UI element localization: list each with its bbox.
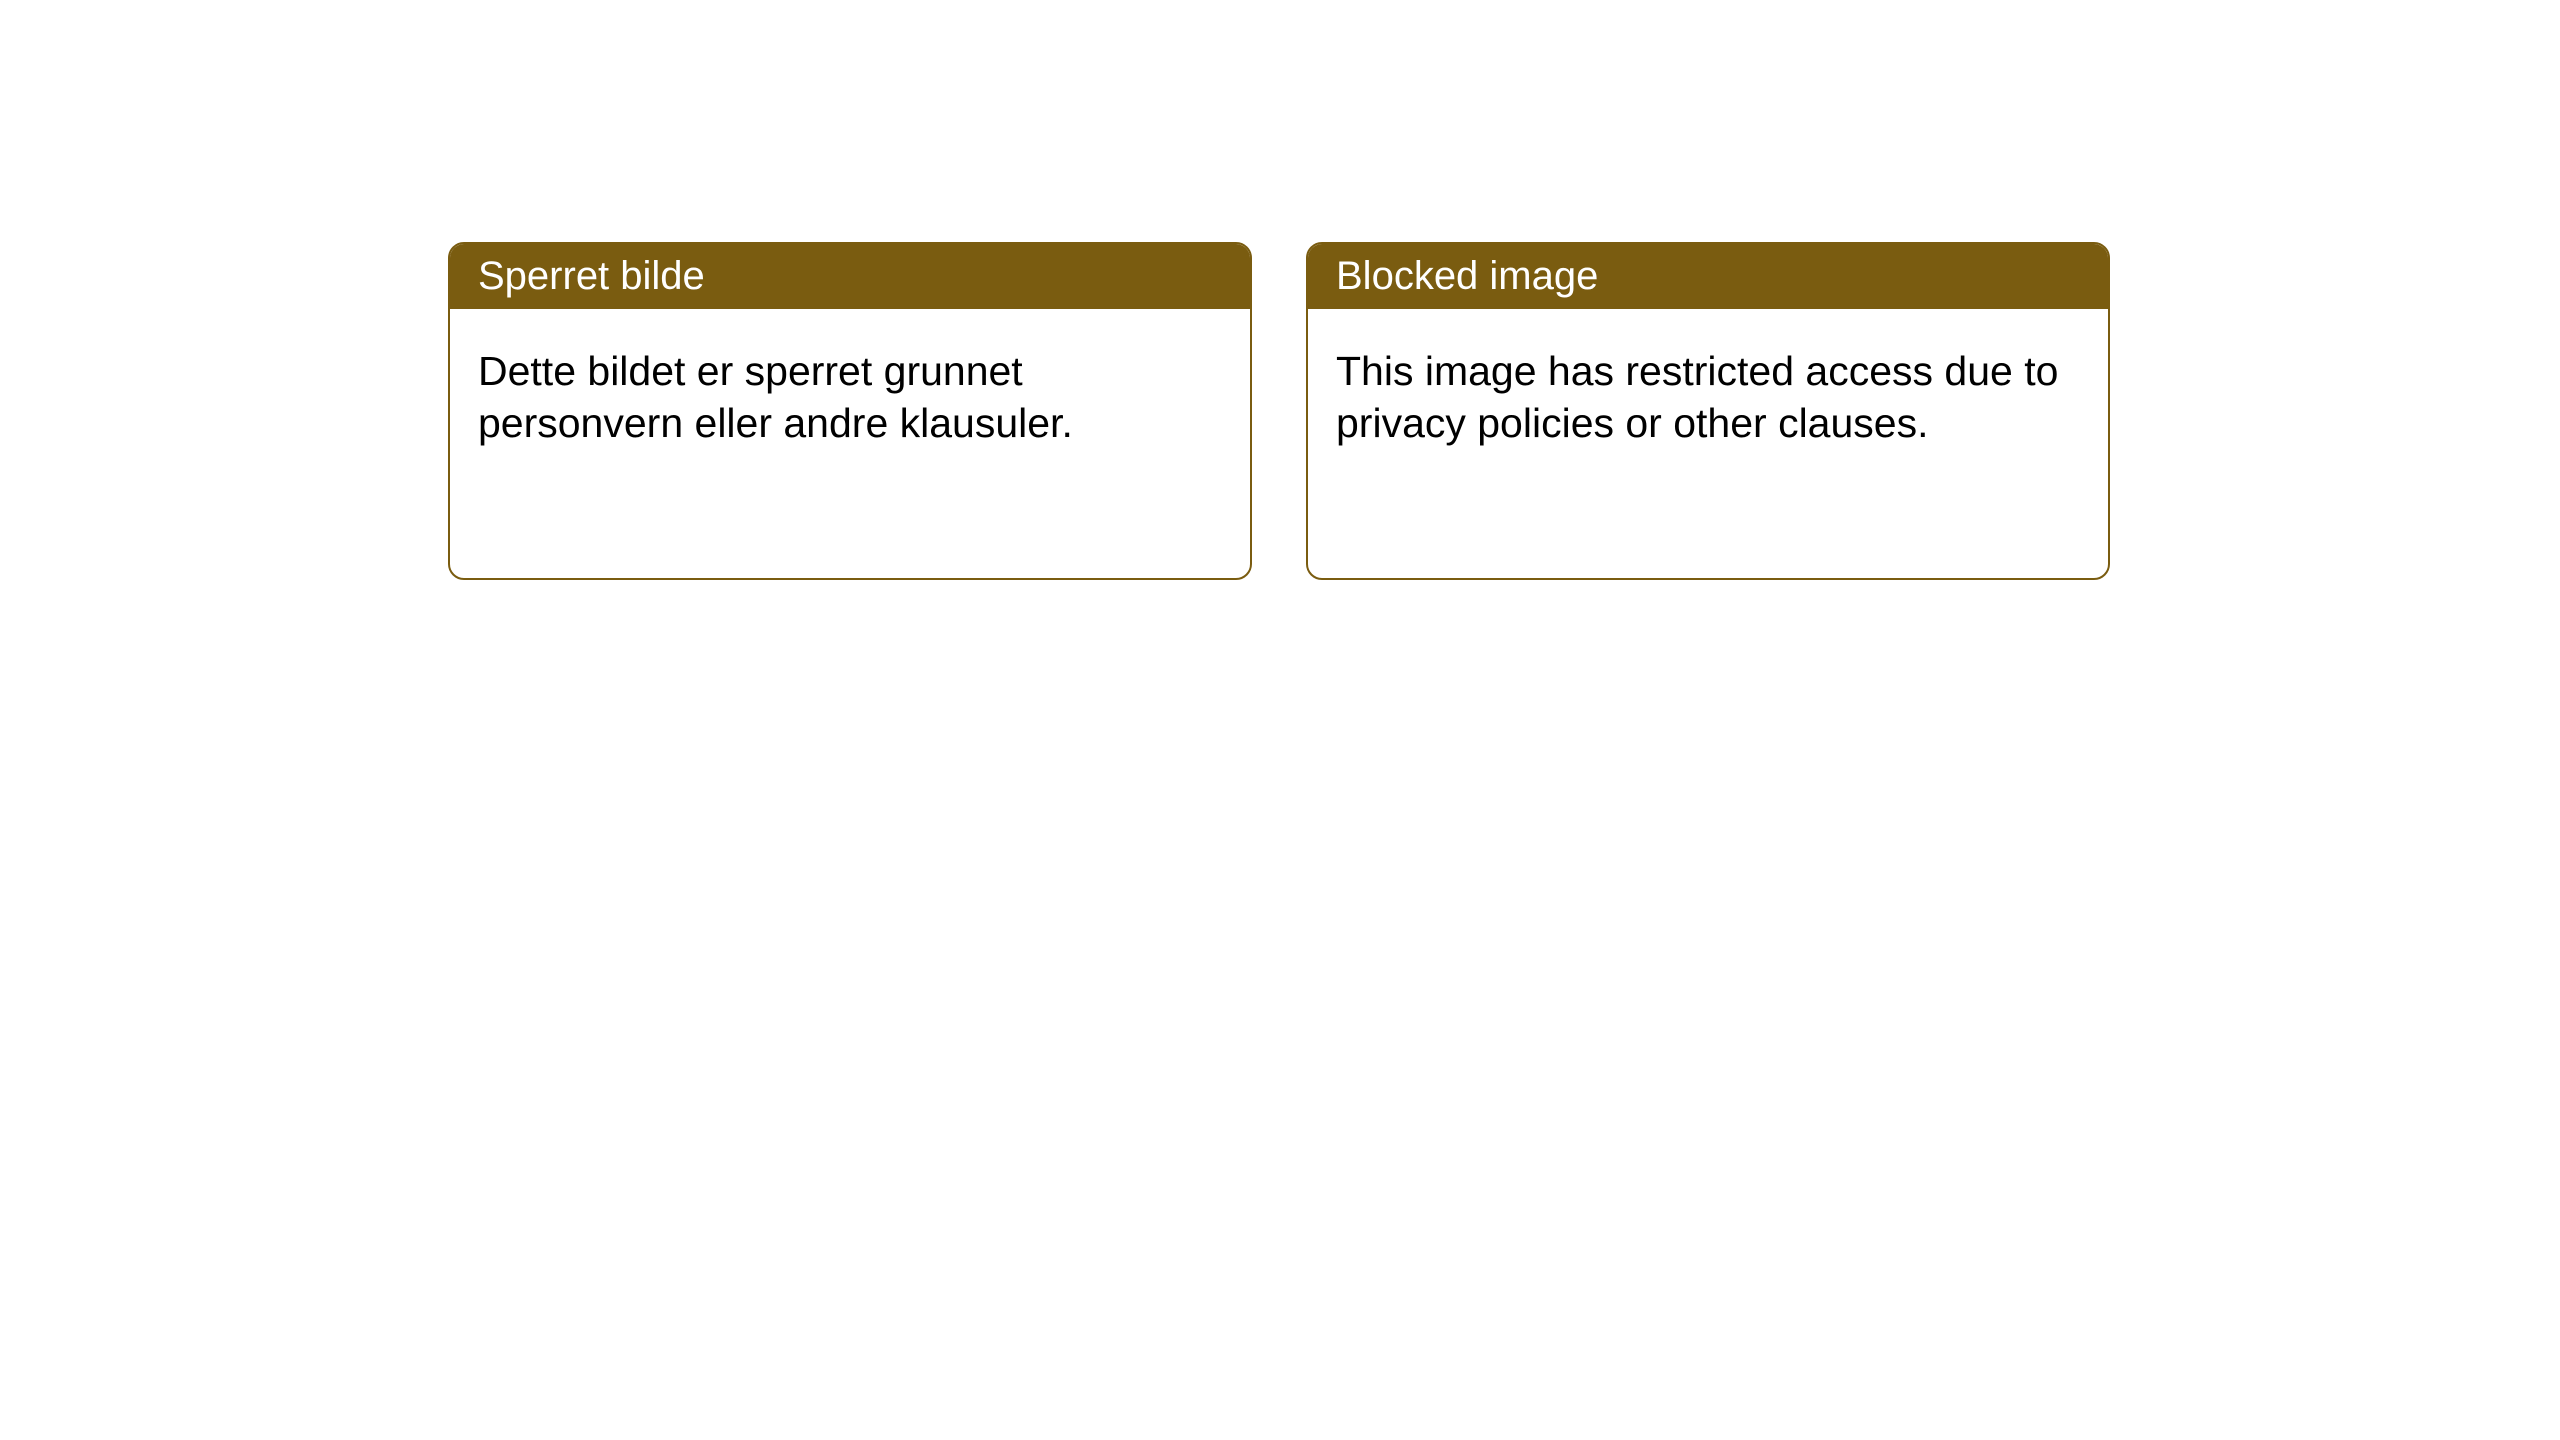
notice-title-norwegian: Sperret bilde [450, 244, 1250, 309]
notice-card-norwegian: Sperret bilde Dette bildet er sperret gr… [448, 242, 1252, 580]
notice-body-norwegian: Dette bildet er sperret grunnet personve… [450, 309, 1250, 486]
notice-container: Sperret bilde Dette bildet er sperret gr… [448, 242, 2110, 580]
notice-title-english: Blocked image [1308, 244, 2108, 309]
notice-body-english: This image has restricted access due to … [1308, 309, 2108, 486]
notice-card-english: Blocked image This image has restricted … [1306, 242, 2110, 580]
